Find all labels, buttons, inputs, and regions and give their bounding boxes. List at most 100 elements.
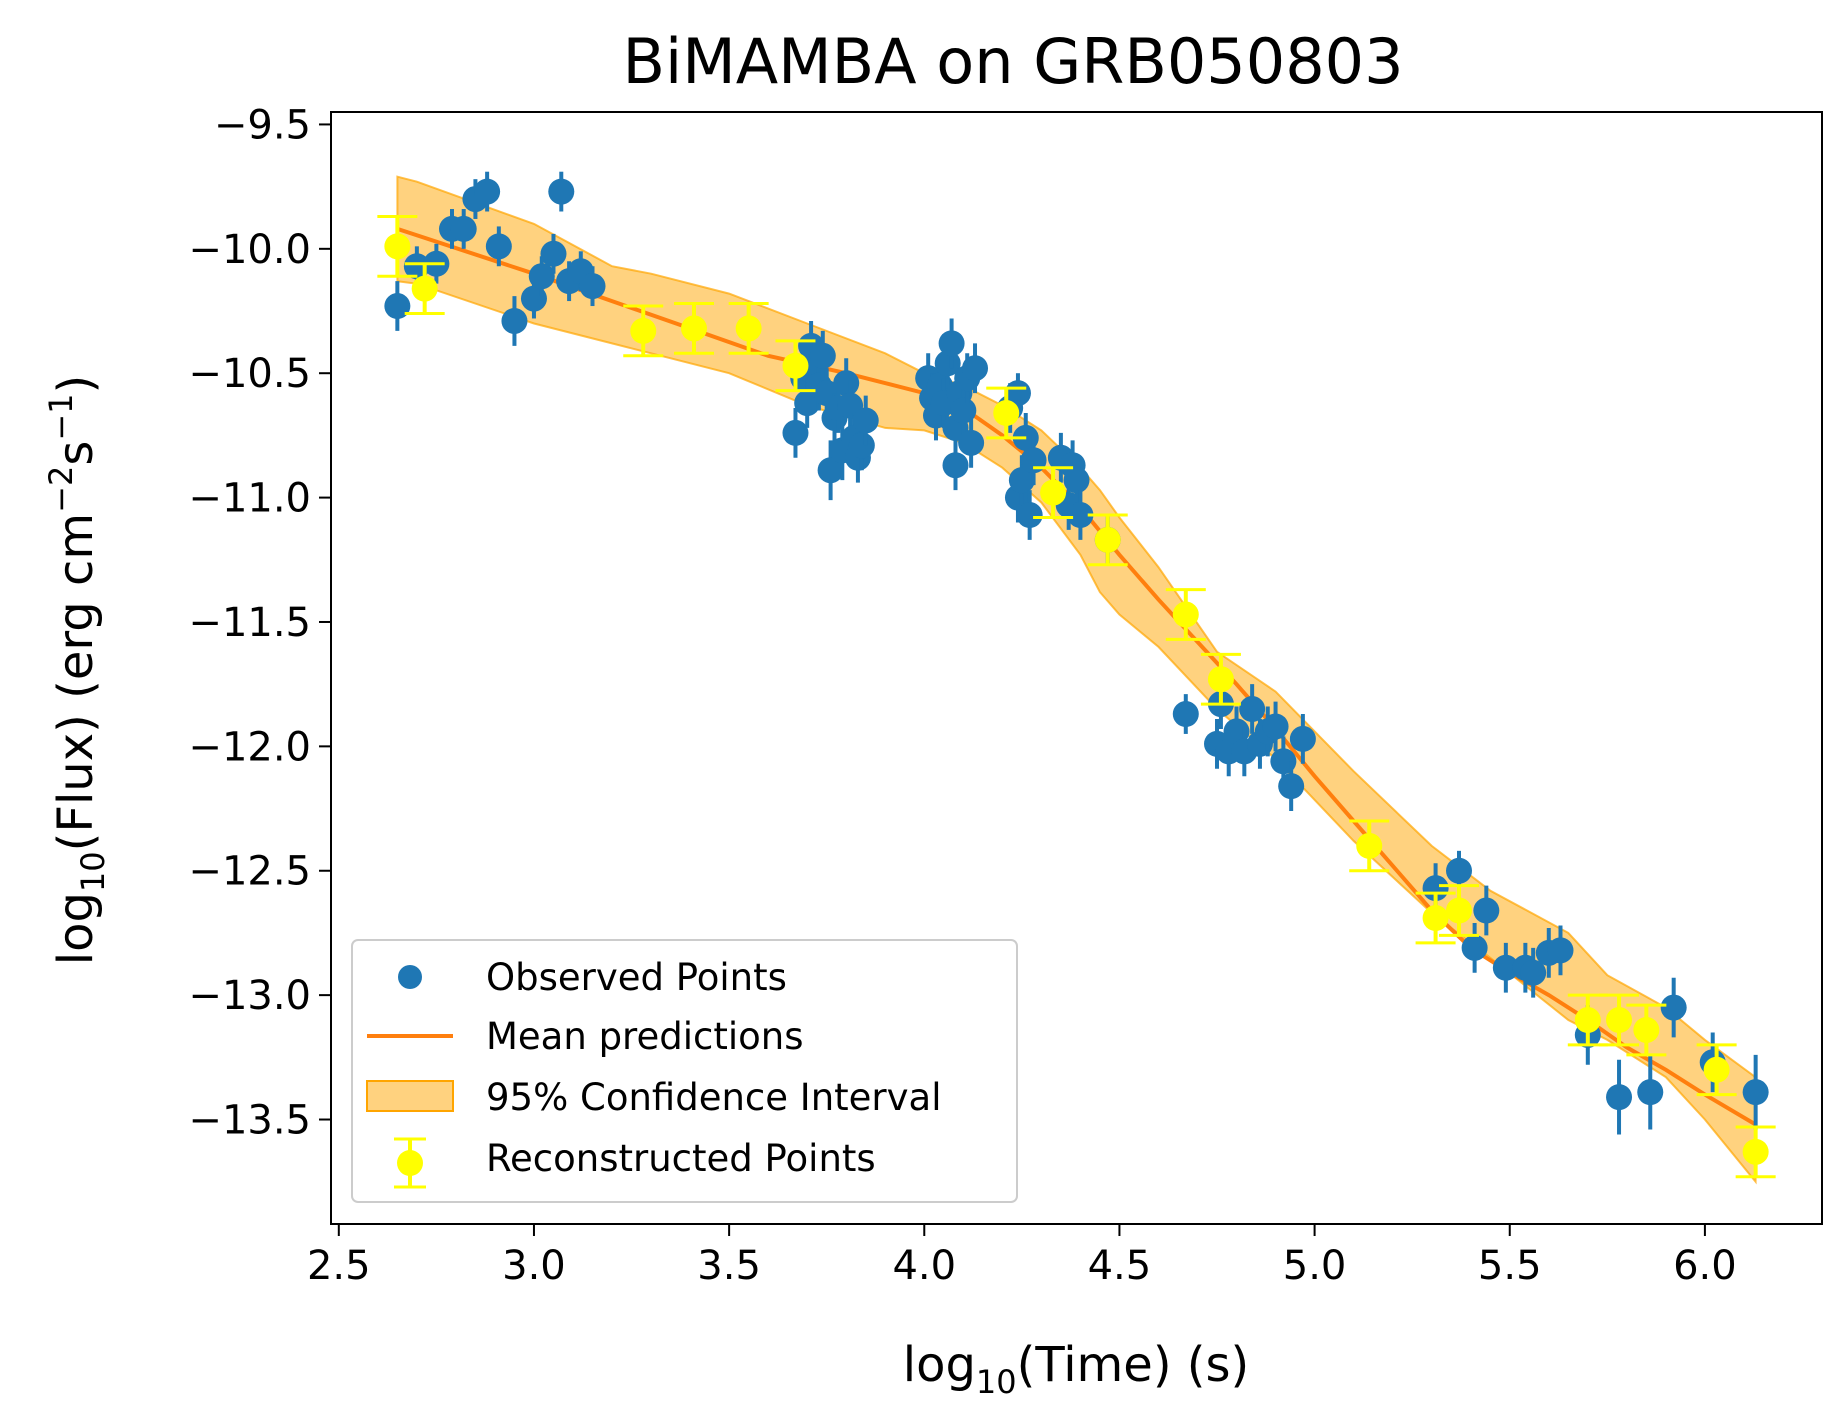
observed-point xyxy=(579,273,606,300)
x-tick-label: 3.0 xyxy=(502,1243,566,1289)
y-axis-label-pre: log xyxy=(48,892,104,965)
observed-point xyxy=(1262,713,1289,740)
observed-point xyxy=(1520,959,1547,986)
y-tick-label: −11.5 xyxy=(188,600,311,646)
observed-point xyxy=(934,350,961,377)
legend-frame xyxy=(351,939,1018,1203)
reconstructed-point xyxy=(993,400,1020,427)
chart-title: BiMAMBA on GRB050803 xyxy=(622,25,1403,98)
observed-point xyxy=(384,293,411,320)
reconstructed-point xyxy=(735,315,762,342)
x-tick-label: 2.5 xyxy=(307,1243,371,1289)
reconstructed-point xyxy=(1446,897,1473,924)
y-axis-label-post: (Flux) (erg cm xyxy=(48,513,104,852)
x-tick-label: 5.5 xyxy=(1478,1243,1542,1289)
observed-point xyxy=(1742,1079,1769,1106)
y-tick-label: −11.0 xyxy=(188,476,311,522)
x-tick-label: 6.0 xyxy=(1673,1243,1737,1289)
y-axis-label-exp1: −2 xyxy=(42,466,80,513)
legend-band-swatch xyxy=(366,1080,454,1112)
x-axis-label-sub: 10 xyxy=(976,1363,1017,1401)
x-axis-label-post: (Time) (s) xyxy=(1017,1337,1250,1393)
x-axis-label: log10(Time) (s) xyxy=(903,1337,1250,1401)
y-tick-label: −10.5 xyxy=(188,351,311,397)
plot-area xyxy=(377,171,1776,1185)
x-axis: 2.5 3.0 3.5 4.0 4.5 5.0 5.5 6.0 xyxy=(307,1224,1737,1289)
reconstructed-point xyxy=(384,233,411,260)
y-axis-label: log10(Flux) (erg cm−2s−1) xyxy=(42,375,112,966)
observed-point xyxy=(1446,857,1473,884)
observed-point xyxy=(958,429,985,456)
observed-point xyxy=(1278,773,1305,800)
reconstructed-point xyxy=(1422,905,1449,932)
observed-point xyxy=(782,419,809,446)
observed-point xyxy=(1020,447,1047,474)
observed-point xyxy=(1172,701,1199,728)
reconstructed-point xyxy=(782,352,809,379)
y-tick-label: −12.5 xyxy=(188,849,311,895)
y-tick-label: −10.0 xyxy=(188,227,311,273)
legend-band-label: 95% Confidence Interval xyxy=(486,1076,942,1119)
reconstructed-point xyxy=(1574,1007,1601,1034)
legend-mean-label: Mean predictions xyxy=(486,1015,803,1058)
reconstructed-point xyxy=(1207,666,1234,693)
observed-point xyxy=(1067,502,1094,529)
y-axis-label-end: ) xyxy=(48,375,104,394)
reconstructed-point xyxy=(1633,1016,1660,1043)
observed-point xyxy=(1004,380,1031,407)
observed-point xyxy=(1008,467,1035,494)
y-axis-label-sub: 10 xyxy=(74,851,112,892)
reconstructed-point xyxy=(411,275,438,302)
reconstructed-point xyxy=(680,315,707,342)
observed-point xyxy=(942,452,969,479)
legend-observed-label: Observed Points xyxy=(486,956,787,999)
observed-point xyxy=(1422,875,1449,902)
legend-reconstructed-dot xyxy=(397,1150,423,1176)
reconstructed-point xyxy=(1742,1138,1769,1165)
reconstructed-point xyxy=(1703,1056,1730,1083)
observed-point xyxy=(528,263,555,290)
observed-point xyxy=(848,432,875,459)
y-axis-label-exp2: −1 xyxy=(42,393,80,440)
observed-point xyxy=(1239,696,1266,723)
observed-point xyxy=(817,457,844,484)
legend-observed-marker xyxy=(398,965,422,989)
observed-point xyxy=(833,370,860,397)
observed-point xyxy=(809,342,836,369)
observed-point xyxy=(1606,1084,1633,1111)
observed-point xyxy=(1289,725,1316,752)
observed-point xyxy=(450,215,477,242)
reconstructed-points xyxy=(377,214,1776,1179)
plot-frame xyxy=(330,111,1823,1225)
x-axis-label-pre: log xyxy=(903,1337,976,1393)
observed-point xyxy=(1461,934,1488,961)
y-tick-label: −13.0 xyxy=(188,973,311,1019)
observed-point xyxy=(950,397,977,424)
observed-point xyxy=(485,233,512,260)
observed-point xyxy=(1637,1079,1664,1106)
observed-point xyxy=(548,178,575,205)
x-tick-label: 4.0 xyxy=(892,1243,956,1289)
observed-point xyxy=(1473,897,1500,924)
observed-point xyxy=(501,307,528,334)
observed-point xyxy=(474,178,501,205)
observed-point xyxy=(1660,994,1687,1021)
reconstructed-point xyxy=(630,317,657,344)
observed-point xyxy=(962,355,989,382)
reconstructed-point xyxy=(1040,479,1067,506)
y-axis: −9.5 −10.0 −10.5 −11.0 −11.5 −12.0 −12.5 −13.0 −… xyxy=(188,102,331,1144)
observed-point xyxy=(1547,937,1574,964)
reconstructed-point xyxy=(1356,832,1383,859)
y-axis-label-mid: s xyxy=(48,441,104,466)
reconstructed-point xyxy=(1094,526,1121,553)
x-tick-label: 5.0 xyxy=(1283,1243,1347,1289)
legend-reconstructed-marker xyxy=(394,1137,426,1189)
observed-point xyxy=(852,407,879,434)
reconstructed-point xyxy=(1172,601,1199,628)
y-tick-label: −9.5 xyxy=(214,102,311,148)
x-tick-label: 4.5 xyxy=(1088,1243,1152,1289)
observed-point xyxy=(1016,502,1043,529)
y-tick-label: −12.0 xyxy=(188,724,311,770)
legend: Observed Points Mean predictions 95% Con… xyxy=(351,939,1018,1203)
